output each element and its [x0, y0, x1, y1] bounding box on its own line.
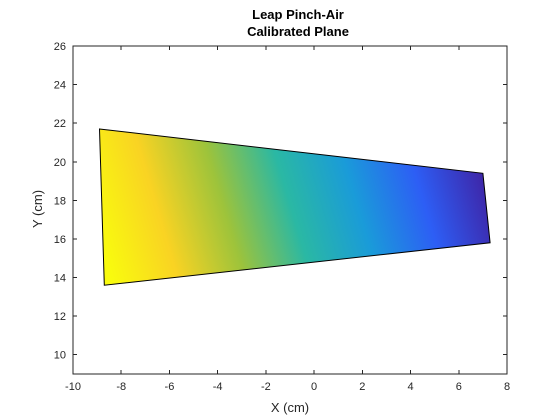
- calibrated-plane: [98, 128, 491, 286]
- axes: [72, 45, 508, 375]
- x-tick-label: -8: [116, 381, 126, 393]
- chart-subtitle: Calibrated Plane: [247, 24, 349, 39]
- x-tick-label: -6: [165, 381, 175, 393]
- chart-title: Leap Pinch-Air: [252, 7, 344, 22]
- y-tick-label: 10: [54, 350, 66, 362]
- x-tick-label: -4: [213, 381, 223, 393]
- x-tick-label: 4: [407, 381, 413, 393]
- y-tick-label: 24: [54, 80, 66, 92]
- x-tick-label: -2: [261, 381, 271, 393]
- x-tick-label: 6: [456, 381, 462, 393]
- y-tick-label: 16: [54, 234, 66, 246]
- axes-box: [72, 45, 508, 375]
- y-tick-label: 22: [54, 118, 66, 130]
- y-axis-label: Y (cm): [30, 190, 45, 228]
- y-tick-label: 18: [54, 195, 66, 207]
- y-tick-label: 14: [54, 273, 66, 285]
- plane-layer: [98, 128, 491, 286]
- x-tick-label: 8: [504, 381, 510, 393]
- x-tick-label: 0: [311, 381, 317, 393]
- x-axis-label: X (cm): [271, 400, 309, 415]
- x-tick-label: -10: [65, 381, 81, 393]
- y-tick-label: 12: [54, 311, 66, 323]
- y-tick-label: 26: [54, 41, 66, 53]
- y-tick-label: 20: [54, 157, 66, 169]
- x-ticks: -10 -8 -6 -4 -2 0 2 4 6 8: [65, 46, 510, 393]
- y-ticks: 10 12 14 16 18 20 22 24 26: [54, 41, 507, 362]
- x-tick-label: 2: [359, 381, 365, 393]
